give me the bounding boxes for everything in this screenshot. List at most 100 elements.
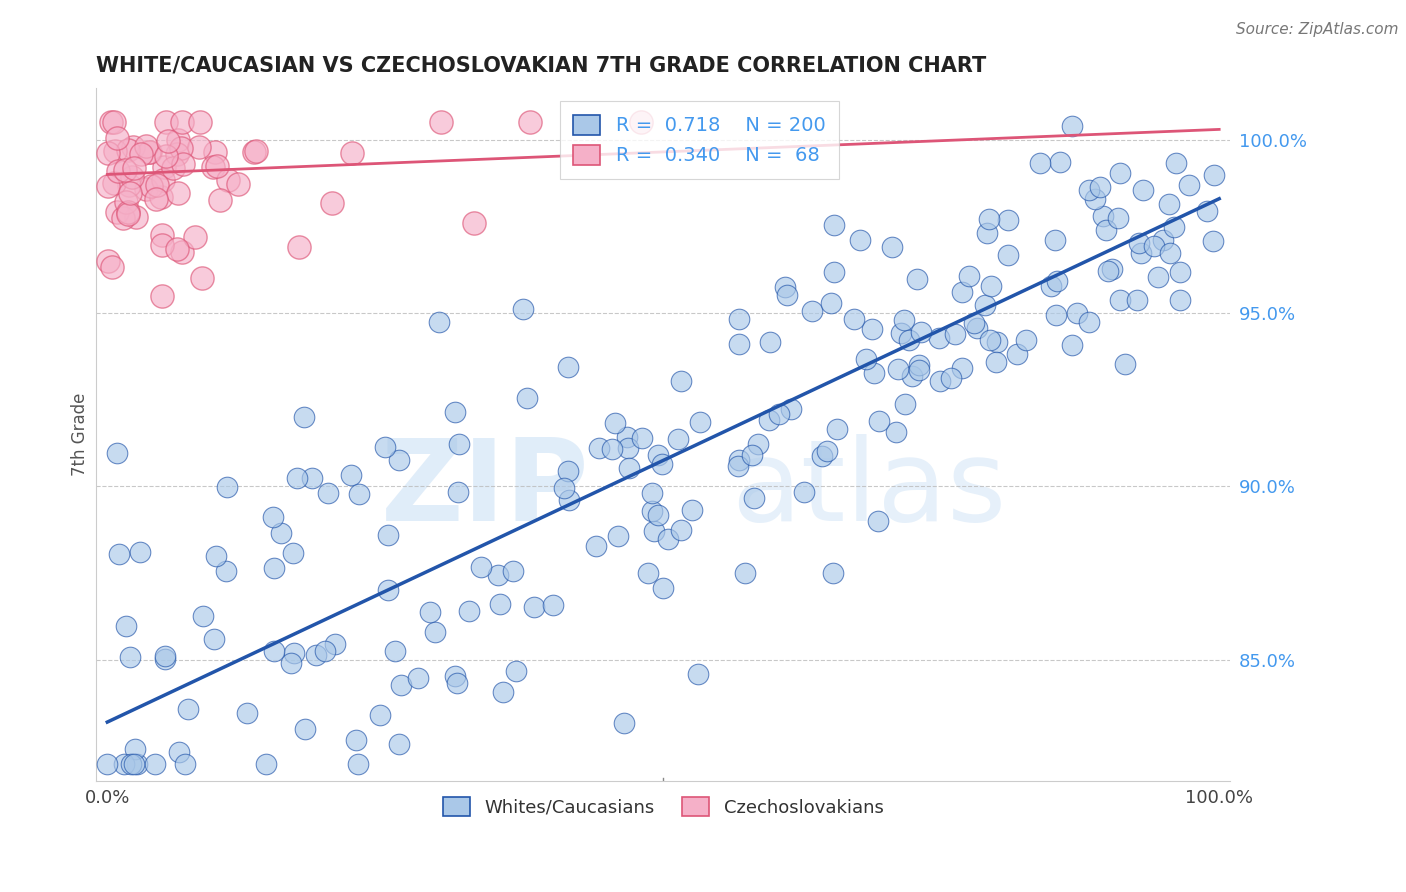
Point (100, 260, 122, 274)
Point (129, 147, 152, 161)
Point (419, 605, 441, 619)
Point (430, 115, 453, 129)
Point (641, 504, 664, 518)
Point (823, 218, 845, 232)
Point (1097, 264, 1119, 278)
Point (124, 161, 146, 175)
Point (205, 159, 228, 173)
Point (1132, 183, 1154, 197)
Point (647, 508, 669, 522)
Point (204, 145, 226, 160)
Point (637, 566, 659, 581)
Point (820, 296, 842, 310)
Point (1029, 156, 1052, 170)
Point (470, 559, 492, 574)
Point (184, 229, 207, 244)
Point (384, 644, 406, 658)
Point (541, 598, 564, 612)
Point (294, 722, 316, 736)
Point (1077, 183, 1099, 197)
Point (512, 301, 534, 316)
Point (976, 227, 998, 241)
Point (170, 115, 193, 129)
Point (1005, 347, 1028, 361)
Point (458, 604, 481, 618)
Point (669, 524, 692, 538)
Point (103, 177, 125, 191)
Point (120, 649, 142, 664)
Point (657, 532, 679, 546)
Point (758, 413, 780, 427)
Point (153, 652, 176, 666)
Point (558, 493, 581, 508)
Point (444, 668, 467, 682)
Point (344, 733, 367, 747)
Point (152, 173, 174, 187)
Point (262, 510, 284, 524)
Point (153, 160, 176, 174)
Point (321, 196, 343, 211)
Point (135, 182, 157, 196)
Point (389, 678, 412, 692)
Point (218, 173, 240, 187)
Point (880, 240, 903, 254)
Point (950, 360, 973, 375)
Point (316, 486, 339, 500)
Point (118, 178, 141, 193)
Point (901, 368, 924, 383)
Point (907, 359, 929, 373)
Point (741, 448, 763, 462)
Point (768, 408, 790, 422)
Legend: Whites/Caucasians, Czechoslovakians: Whites/Caucasians, Czechoslovakians (436, 790, 890, 824)
Point (449, 436, 471, 450)
Point (1168, 293, 1191, 308)
Point (1178, 178, 1201, 192)
Point (1049, 155, 1071, 169)
Point (173, 756, 195, 771)
Point (97, 254, 120, 268)
Point (773, 280, 796, 294)
Point (105, 131, 128, 145)
Point (1046, 274, 1069, 288)
Point (1168, 265, 1191, 279)
Point (1062, 119, 1084, 133)
Point (124, 741, 146, 756)
Point (270, 526, 292, 541)
Point (149, 190, 172, 204)
Point (747, 437, 769, 451)
Point (374, 440, 396, 454)
Point (974, 298, 997, 312)
Point (122, 756, 145, 771)
Point (280, 657, 302, 671)
Point (294, 410, 316, 425)
Point (138, 145, 160, 159)
Point (943, 327, 966, 342)
Point (176, 702, 198, 716)
Point (553, 481, 575, 495)
Point (868, 413, 890, 427)
Point (377, 528, 399, 542)
Point (643, 524, 665, 539)
Point (815, 443, 838, 458)
Point (368, 707, 391, 722)
Point (323, 637, 346, 651)
Point (585, 540, 607, 554)
Point (305, 648, 328, 662)
Point (617, 460, 640, 475)
Text: atlas: atlas (731, 434, 1007, 545)
Point (1062, 337, 1084, 351)
Point (96, 756, 118, 771)
Point (287, 240, 309, 254)
Point (191, 271, 214, 285)
Point (340, 146, 363, 161)
Point (114, 163, 136, 178)
Point (202, 632, 225, 647)
Point (447, 484, 470, 499)
Point (1147, 270, 1170, 285)
Point (170, 141, 193, 155)
Point (617, 442, 640, 456)
Point (963, 316, 986, 330)
Point (910, 325, 932, 339)
Point (115, 195, 138, 210)
Point (139, 145, 162, 160)
